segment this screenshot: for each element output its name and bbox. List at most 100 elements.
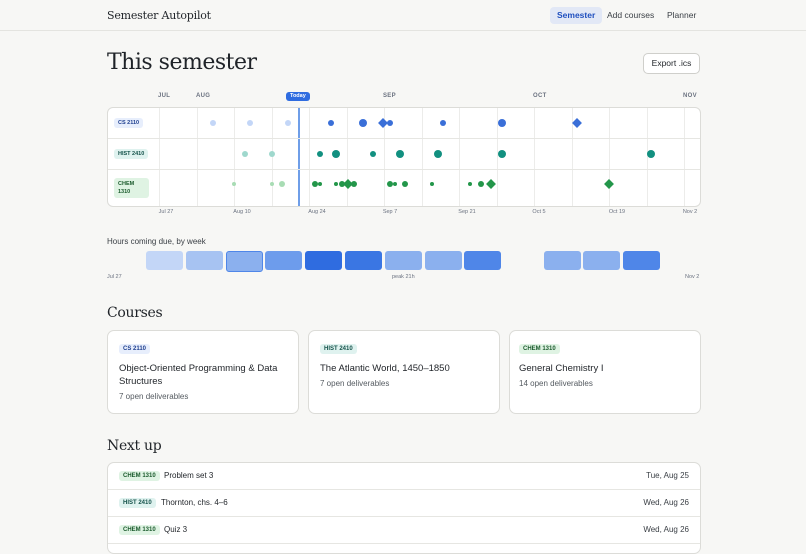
hours-start-label: Jul 27 [107, 274, 122, 280]
deliverable-dot[interactable] [396, 150, 404, 158]
deliverable-title: Thornton, chs. 4–6 [161, 498, 228, 507]
course-code-badge: CHEM 1310 [119, 525, 160, 535]
deliverable-dot[interactable] [359, 119, 367, 127]
week-hours-bar[interactable] [425, 251, 462, 270]
month-label-sep: SEP [383, 93, 396, 99]
list-item[interactable]: CHEM 1310 Quiz 3 Wed, Aug 26 [108, 517, 700, 544]
deliverable-dot[interactable] [317, 151, 323, 157]
today-line [298, 108, 300, 206]
nav-planner[interactable]: Planner [667, 10, 697, 20]
week-gridline [234, 108, 235, 206]
week-hours-bar[interactable] [265, 251, 302, 270]
deliverable-dot[interactable] [387, 120, 393, 126]
hours-end-label: Nov 2 [685, 274, 700, 280]
export-ics-button[interactable]: Export .ics [643, 53, 700, 74]
timeline-date-label: Oct 19 [608, 209, 626, 215]
month-label-aug: AUG [196, 93, 211, 99]
timeline-date-label: Oct 5 [532, 209, 546, 215]
deliverable-dot[interactable] [312, 181, 318, 187]
week-hours-bar[interactable] [623, 251, 660, 270]
deliverable-title: Problem set 3 [164, 471, 214, 480]
deliverable-dot[interactable] [232, 182, 236, 186]
deliverable-dot[interactable] [339, 181, 345, 187]
course-open-count: 7 open deliverables [119, 392, 189, 401]
course-code-badge: CHEM 1310 [119, 471, 160, 481]
list-item[interactable]: CHEM 1310 Problem set 3 Tue, Aug 25 [108, 463, 700, 490]
row-divider [108, 169, 700, 170]
courses-heading: Courses [107, 305, 163, 321]
deliverable-dot[interactable] [647, 150, 655, 158]
deliverable-dot[interactable] [242, 151, 248, 157]
week-gridline [684, 108, 685, 206]
course-title: General Chemistry I [519, 363, 604, 374]
app-title: Semester Autopilot [107, 9, 211, 22]
week-hours-bar[interactable] [544, 251, 581, 270]
list-item[interactable]: HIST 2410 Thornton, chs. 4–6 Wed, Aug 26 [108, 490, 700, 517]
deliverable-dot[interactable] [328, 120, 334, 126]
next-up-list: CHEM 1310 Problem set 3 Tue, Aug 25 HIST… [107, 462, 701, 554]
week-hours-bar[interactable] [464, 251, 501, 270]
timeline-date-label: Jul 27 [158, 209, 174, 215]
course-code-badge: CS 2110 [119, 344, 151, 354]
week-hours-bar[interactable] [583, 251, 620, 270]
week-gridline [422, 108, 423, 206]
nav-semester[interactable]: Semester [550, 7, 603, 24]
week-gridline [272, 108, 273, 206]
row-label-cs2110: CS 2110 [114, 118, 144, 128]
exam-diamond[interactable] [572, 118, 582, 128]
deliverable-dot[interactable] [478, 181, 484, 187]
row-label-hist2410: HIST 2410 [114, 149, 149, 159]
deliverable-dot[interactable] [393, 182, 397, 186]
course-card-chem1310[interactable]: CHEM 1310 General Chemistry I 14 open de… [509, 330, 701, 414]
deliverable-dot[interactable] [434, 150, 442, 158]
deliverables-timeline: CS 2110 HIST 2410 CHEM 1310 [107, 107, 701, 207]
week-hours-bar[interactable] [345, 251, 382, 270]
page-title: This semester [107, 50, 257, 75]
deliverable-dot[interactable] [498, 150, 506, 158]
week-gridline [497, 108, 498, 206]
deliverable-dot[interactable] [402, 181, 408, 187]
course-title: The Atlantic World, 1450–1850 [320, 363, 450, 374]
deliverable-dot[interactable] [430, 182, 434, 186]
deliverable-dot[interactable] [285, 120, 291, 126]
timeline-date-label: Aug 10 [233, 209, 251, 215]
deliverable-dot[interactable] [498, 119, 506, 127]
week-hours-bar[interactable] [146, 251, 183, 270]
week-gridline [309, 108, 310, 206]
week-hours-bar[interactable] [186, 251, 223, 270]
week-hours-bar[interactable] [385, 251, 422, 270]
course-card-hist2410[interactable]: HIST 2410 The Atlantic World, 1450–1850 … [308, 330, 500, 414]
today-marker: Today [286, 92, 310, 101]
week-gridline [459, 108, 460, 206]
week-hours-bar-current[interactable] [226, 251, 263, 272]
deliverable-dot[interactable] [468, 182, 472, 186]
course-code-badge: HIST 2410 [320, 344, 357, 354]
deliverable-dot[interactable] [269, 151, 275, 157]
week-gridline [572, 108, 573, 206]
deliverable-dot[interactable] [351, 181, 357, 187]
deliverable-dot[interactable] [387, 181, 393, 187]
deliverable-dot[interactable] [279, 181, 285, 187]
course-card-cs2110[interactable]: CS 2110 Object-Oriented Programming & Da… [107, 330, 299, 414]
week-gridline [609, 108, 610, 206]
deliverable-dot[interactable] [370, 151, 376, 157]
row-divider [108, 138, 700, 139]
due-date: Wed, Aug 26 [643, 498, 689, 507]
deliverable-dot[interactable] [270, 182, 274, 186]
week-gridline [347, 108, 348, 206]
deliverable-title: Quiz 3 [164, 525, 188, 534]
exam-diamond[interactable] [604, 179, 614, 189]
deliverable-dot[interactable] [440, 120, 446, 126]
timeline-date-label: Sep 7 [382, 209, 398, 215]
exam-diamond[interactable] [486, 179, 496, 189]
deliverable-dot[interactable] [210, 120, 216, 126]
week-hours-bar[interactable] [305, 251, 342, 270]
deliverable-dot[interactable] [247, 120, 253, 126]
deliverable-dot[interactable] [334, 182, 338, 186]
deliverable-dot[interactable] [332, 150, 340, 158]
timeline-date-label: Nov 2 [682, 209, 698, 215]
deliverable-dot[interactable] [318, 182, 322, 186]
top-bar: Semester Autopilot Semester Add courses … [0, 0, 806, 31]
nav-add-courses[interactable]: Add courses [607, 10, 655, 20]
week-gridline [197, 108, 198, 206]
